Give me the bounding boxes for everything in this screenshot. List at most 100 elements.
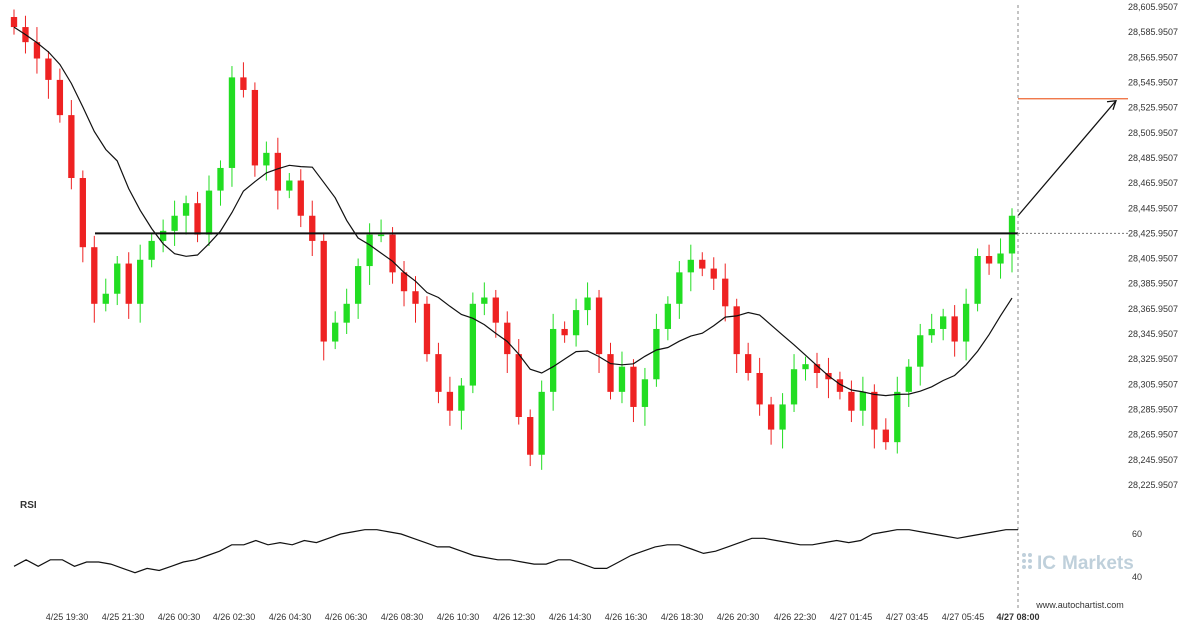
- time-tick-label: 4/26 08:30: [381, 612, 424, 622]
- candle: [962, 288, 970, 361]
- candle-body: [836, 379, 844, 392]
- price-tick-label: 28,585.9507: [1128, 27, 1178, 37]
- candle: [630, 359, 637, 423]
- price-tick-label: 28,545.9507: [1128, 77, 1178, 87]
- price-tick-label: 28,305.9507: [1128, 379, 1178, 389]
- candle-body: [790, 369, 798, 405]
- candle-body: [527, 417, 534, 455]
- candle: [171, 200, 178, 246]
- candle: [263, 141, 270, 181]
- candle-body: [699, 259, 706, 269]
- candle: [584, 282, 591, 326]
- candle-body: [572, 310, 580, 336]
- candle-body: [894, 391, 901, 443]
- candle-body: [813, 364, 821, 373]
- candle: [848, 380, 855, 423]
- price-tick-label: 28,505.9507: [1128, 128, 1178, 138]
- candle: [377, 219, 385, 243]
- candle-body: [779, 404, 786, 430]
- candle: [114, 256, 121, 306]
- candle: [354, 258, 362, 319]
- candle-body: [676, 272, 683, 304]
- candle: [917, 323, 924, 386]
- candle: [286, 172, 293, 199]
- candle-body: [618, 366, 626, 392]
- candle: [607, 342, 614, 400]
- candle: [492, 289, 499, 338]
- candle: [538, 380, 545, 470]
- time-tick-label: 4/26 16:30: [605, 612, 648, 622]
- candle-body: [114, 263, 121, 294]
- price-tick-label: 28,365.9507: [1128, 304, 1178, 314]
- candle: [997, 238, 1004, 279]
- candle: [894, 376, 901, 454]
- candle: [699, 252, 706, 277]
- watermark-brand: Markets: [1062, 553, 1134, 574]
- candle-body: [320, 240, 327, 342]
- candle: [710, 257, 717, 290]
- candle: [446, 376, 454, 426]
- price-tick-label: 28,465.9507: [1128, 178, 1178, 188]
- candle: [767, 396, 775, 445]
- candle-body: [974, 256, 981, 304]
- candle-body: [68, 115, 75, 179]
- price-tick-label: 28,485.9507: [1128, 153, 1178, 163]
- candle: [251, 82, 259, 177]
- candle-body: [549, 328, 557, 392]
- price-tick-label: 28,385.9507: [1128, 279, 1178, 289]
- candle: [332, 311, 339, 350]
- moving-average-line: [13, 26, 1013, 397]
- candle: [228, 66, 236, 187]
- forecast-arrowhead-icon: [1106, 100, 1117, 110]
- candle-body: [515, 354, 522, 418]
- candle: [882, 418, 889, 450]
- candle-body: [332, 322, 339, 342]
- candle-body: [951, 316, 958, 342]
- price-tick-label: 28,325.9507: [1128, 354, 1178, 364]
- candle-body: [217, 167, 224, 191]
- candle: [309, 200, 316, 257]
- time-tick-label: 4/26 04:30: [269, 612, 312, 622]
- time-tick-label: 4/27 08:00: [996, 612, 1039, 622]
- candle-body: [159, 230, 167, 241]
- price-tick-label: 28,425.9507: [1128, 228, 1178, 238]
- candle-body: [171, 215, 178, 231]
- candle: [148, 233, 155, 268]
- candle-body: [148, 240, 155, 260]
- candle-body: [343, 303, 350, 323]
- candle-body: [584, 297, 591, 311]
- time-tick-label: 4/26 12:30: [493, 612, 536, 622]
- candle: [435, 342, 442, 404]
- forecast-arrow-icon: [1017, 100, 1117, 217]
- time-tick-label: 4/26 10:30: [437, 612, 480, 622]
- candle-body: [767, 404, 775, 430]
- time-tick-label: 4/26 00:30: [158, 612, 201, 622]
- candle-body: [91, 247, 98, 304]
- time-tick-label: 4/27 05:45: [942, 612, 985, 622]
- candle-body: [240, 77, 247, 90]
- candle: [549, 313, 557, 411]
- candle-body: [10, 17, 18, 28]
- candle-body: [595, 297, 603, 355]
- candle-body: [538, 391, 545, 455]
- candle-body: [251, 89, 259, 166]
- time-tick-label: 4/27 01:45: [830, 612, 873, 622]
- candle: [68, 100, 75, 190]
- candle-body: [710, 268, 717, 279]
- time-tick-label: 4/25 19:30: [46, 612, 89, 622]
- candle-body: [745, 354, 752, 373]
- price-tick-label: 28,285.9507: [1128, 405, 1178, 415]
- candle: [240, 62, 247, 98]
- candle: [572, 298, 580, 347]
- candle: [297, 169, 304, 228]
- price-tick-label: 28,405.9507: [1128, 254, 1178, 264]
- candle: [400, 261, 408, 307]
- candle-body: [412, 291, 419, 304]
- candle-body: [182, 203, 190, 216]
- candle: [458, 378, 465, 430]
- candle-body: [205, 190, 213, 235]
- candle-body: [33, 42, 41, 59]
- candle-body: [137, 259, 144, 304]
- candle: [951, 305, 958, 357]
- rsi-axis: 60 40: [1132, 529, 1142, 582]
